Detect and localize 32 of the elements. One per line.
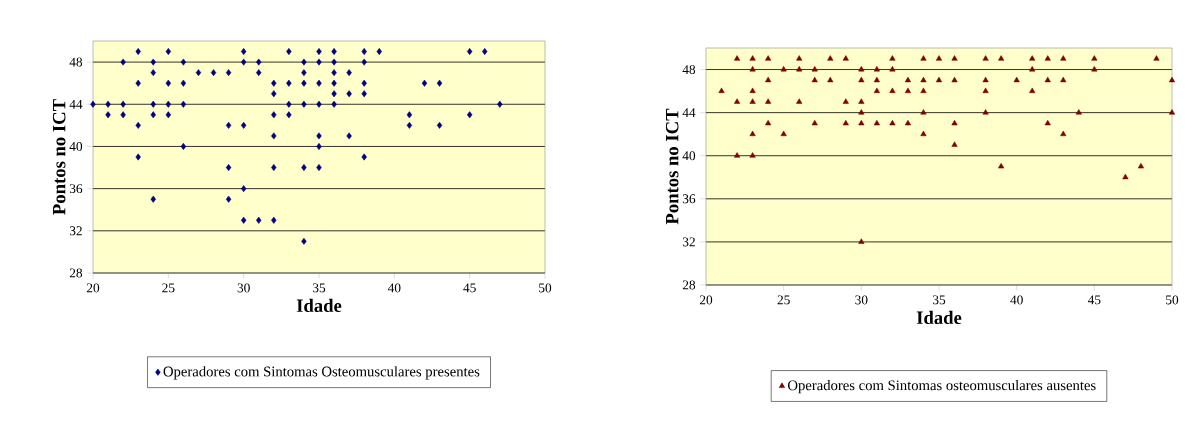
x-tick-label: 45 — [463, 283, 476, 293]
x-tick-label: 40 — [1010, 295, 1023, 305]
x-axis-title: Idade — [916, 310, 962, 325]
x-tick-label: 50 — [539, 283, 552, 293]
legend-label: Operadores com Sintomas Osteomusculares presentes — [163, 366, 480, 380]
x-tick-label: 25 — [777, 295, 790, 305]
x-tick-label: 30 — [855, 295, 868, 305]
y-axis-title: Pontos no ICT — [665, 108, 679, 225]
y-tick-label: 44 — [682, 108, 696, 118]
y-tick-label: 32 — [69, 226, 82, 236]
y-tick-label: 48 — [69, 57, 83, 67]
y-tick-label: 32 — [682, 237, 695, 247]
x-tick-label: 20 — [86, 283, 100, 293]
x-tick-label: 35 — [932, 295, 946, 305]
x-tick-label: 50 — [1166, 295, 1179, 305]
x-tick-label: 35 — [312, 283, 326, 293]
x-tick-label: 20 — [699, 295, 713, 305]
y-tick-label: 28 — [682, 280, 696, 290]
x-tick-label: 45 — [1087, 295, 1101, 305]
y-tick-label: 48 — [682, 65, 696, 75]
y-tick-label: 36 — [682, 194, 696, 204]
x-tick-label: 40 — [387, 283, 401, 293]
legend-label: Operadores com Sintomas osteomusculares ausentes — [788, 379, 1096, 394]
x-tick-label: 30 — [237, 283, 250, 293]
y-tick-label: 44 — [69, 99, 83, 109]
x-tick-label: 25 — [162, 283, 175, 293]
x-axis-title: Idade — [296, 298, 342, 313]
y-tick-label: 36 — [69, 184, 83, 194]
y-tick-label: 40 — [69, 141, 83, 151]
y-tick-label: 28 — [69, 268, 83, 278]
y-axis-title: Pontos no ICT — [52, 99, 66, 215]
y-tick-label: 40 — [682, 151, 696, 161]
